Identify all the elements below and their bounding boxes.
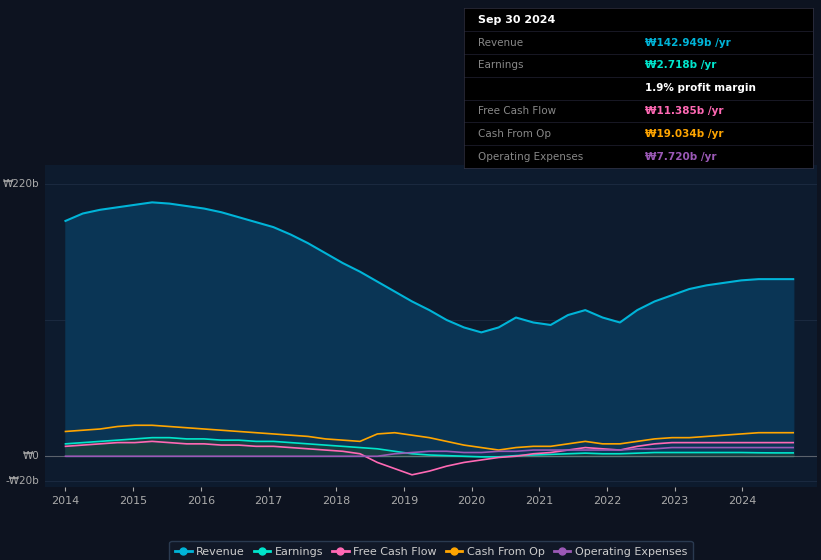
Text: ₩19.034b /yr: ₩19.034b /yr xyxy=(645,129,724,139)
Text: Cash From Op: Cash From Op xyxy=(478,129,551,139)
Text: ₩2.718b /yr: ₩2.718b /yr xyxy=(645,60,717,71)
Text: Earnings: Earnings xyxy=(478,60,523,71)
Legend: Revenue, Earnings, Free Cash Flow, Cash From Op, Operating Expenses: Revenue, Earnings, Free Cash Flow, Cash … xyxy=(169,541,693,560)
Text: Free Cash Flow: Free Cash Flow xyxy=(478,106,556,116)
Text: -₩20b: -₩20b xyxy=(5,476,39,486)
Text: ₩220b: ₩220b xyxy=(2,179,39,189)
Text: ₩11.385b /yr: ₩11.385b /yr xyxy=(645,106,724,116)
Text: Revenue: Revenue xyxy=(478,38,523,48)
Text: 1.9% profit margin: 1.9% profit margin xyxy=(645,83,756,93)
Text: Sep 30 2024: Sep 30 2024 xyxy=(478,15,555,25)
Text: ₩7.720b /yr: ₩7.720b /yr xyxy=(645,152,717,162)
Text: ₩0: ₩0 xyxy=(22,451,39,461)
Text: ₩142.949b /yr: ₩142.949b /yr xyxy=(645,38,731,48)
Text: Operating Expenses: Operating Expenses xyxy=(478,152,583,162)
